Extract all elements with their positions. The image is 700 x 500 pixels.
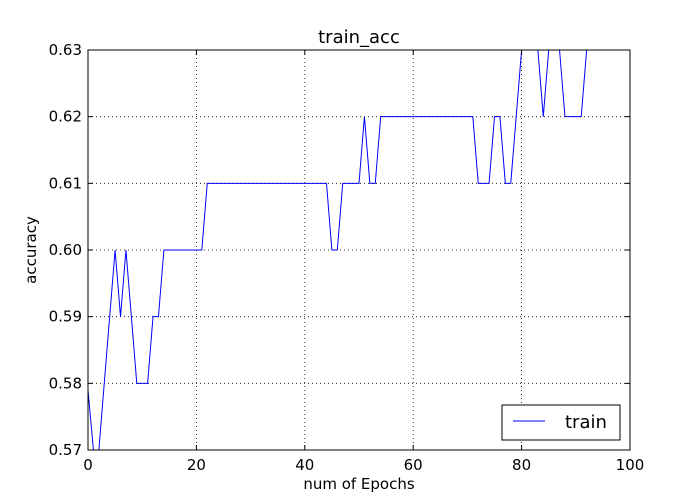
legend-label-train: train — [565, 412, 607, 433]
y-tick-label: 0.61 — [49, 174, 82, 192]
x-tick-label: 40 — [295, 456, 314, 474]
y-tick-label: 0.60 — [49, 241, 82, 259]
x-tick-label: 0 — [83, 456, 93, 474]
ticks — [87, 49, 631, 451]
tick-labels: 0 20 40 60 80 100 0.57 0.58 0.59 0.60 0.61 0.62 0.63 — [49, 41, 645, 474]
series-group — [88, 50, 588, 450]
x-tick-label: 20 — [187, 456, 206, 474]
y-tick-label: 0.59 — [49, 308, 82, 326]
x-tick-label: 80 — [512, 456, 531, 474]
x-axis-label: num of Epochs — [303, 475, 415, 493]
x-tick-label: 100 — [616, 456, 645, 474]
y-tick-label: 0.63 — [49, 41, 82, 59]
y-tick-label: 0.62 — [49, 108, 82, 126]
series-line-train — [88, 50, 588, 450]
y-axis-label: accuracy — [22, 216, 40, 284]
legend-box — [501, 404, 621, 441]
y-tick-label: 0.58 — [49, 374, 82, 392]
x-tick-label: 60 — [404, 456, 423, 474]
legend: train — [501, 404, 621, 441]
chart-title: train_acc — [318, 27, 400, 48]
y-tick-label: 0.57 — [49, 441, 82, 459]
